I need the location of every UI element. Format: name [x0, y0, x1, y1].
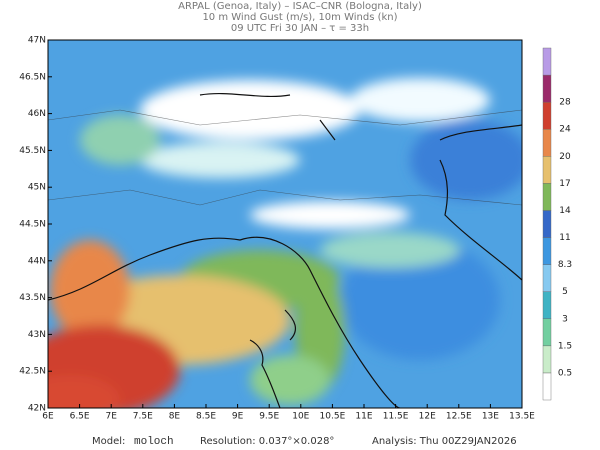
header-line: 09 UTC Fri 30 JAN – τ = 33h [231, 23, 369, 34]
header-line: 10 m Wind Gust (m/s), 10m Winds (kn) [202, 12, 397, 23]
colorbar-segment [542, 74, 552, 103]
x-tick-label: 9.5E [259, 412, 279, 422]
colorbar-label: 14 [559, 206, 571, 216]
colorbar-label: 0.5 [558, 368, 572, 378]
colorbar-segment [542, 183, 552, 211]
colorbar-label: 17 [559, 179, 570, 189]
map-field [48, 40, 522, 408]
colorbar-label: 11 [559, 233, 570, 243]
x-tick-label: 7E [105, 412, 117, 422]
y-tick-label: 46.5N [19, 72, 46, 82]
y-tick-label: 45.5N [19, 146, 46, 156]
y-tick-label: 44.5N [19, 220, 46, 230]
y-tick-label: 43N [28, 330, 46, 340]
colorbar-label: 8.3 [558, 260, 572, 270]
colorbar-segment [542, 129, 552, 157]
y-tick-label: 45N [28, 183, 46, 193]
colorbar-segment [542, 101, 552, 130]
x-tick-label: 10E [292, 412, 309, 422]
y-tick-label: 42.5N [19, 367, 46, 377]
footer-model: moloch [134, 436, 174, 448]
footer-resolution: Resolution: 0.037°×0.028° [200, 436, 334, 447]
x-tick-label: 12E [419, 412, 436, 422]
y-tick-label: 47N [28, 36, 46, 46]
x-tick-label: 12.5E [446, 412, 472, 422]
y-tick-label: 43.5N [19, 293, 46, 303]
colorbar-segment [542, 345, 552, 374]
header-line: ARPAL (Genoa, Italy) – ISAC–CNR (Bologna… [178, 1, 422, 12]
colorbar-segment [542, 318, 552, 347]
y-tick-label: 46N [28, 109, 46, 119]
colorbar-segment [542, 237, 552, 265]
y-tick-label: 42N [28, 404, 46, 414]
x-tick-label: 13E [482, 412, 499, 422]
x-tick-label: 13.5E [509, 412, 535, 422]
colorbar-segment [542, 210, 552, 238]
colorbar-segment [542, 264, 552, 292]
colorbar-segment [542, 291, 552, 319]
colorbar-segment [542, 156, 552, 184]
colorbar-segment [542, 47, 552, 76]
colorbar-label: 3 [562, 314, 568, 324]
x-tick-label: 11.5E [383, 412, 409, 422]
x-tick-label: 7.5E [133, 412, 153, 422]
x-tick-label: 8.5E [196, 412, 216, 422]
colorbar-label: 20 [559, 152, 571, 162]
x-tick-label: 9E [232, 412, 244, 422]
colorbar-label: 5 [562, 287, 568, 297]
colorbar-label: 28 [559, 98, 571, 108]
x-tick-label: 8E [169, 412, 181, 422]
x-tick-label: 6.5E [70, 412, 90, 422]
footer-label: Model: [92, 436, 125, 447]
x-tick-label: 6E [42, 412, 54, 422]
x-tick-label: 10.5E [320, 412, 346, 422]
y-tick-label: 44N [28, 256, 46, 266]
colorbar-label: 24 [559, 125, 571, 135]
colorbar-segment [542, 372, 552, 401]
colorbar-label: 1.5 [558, 341, 572, 351]
footer-analysis: Analysis: Thu 00Z29JAN2026 [372, 436, 517, 447]
x-tick-label: 11E [355, 412, 372, 422]
